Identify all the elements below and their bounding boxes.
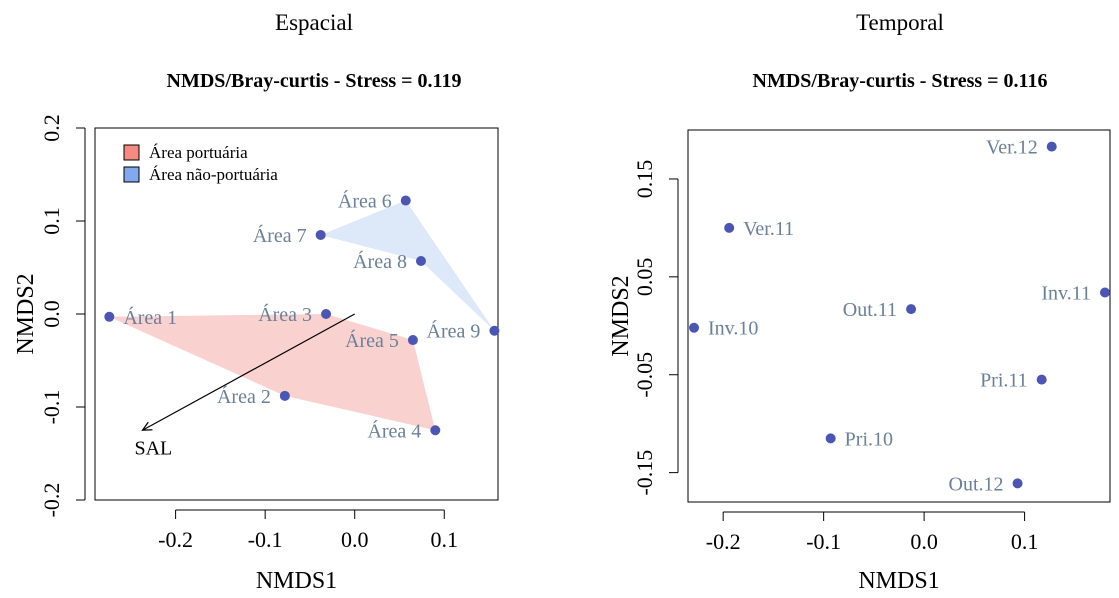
point-label: Pri.11 [980,370,1028,392]
point-label: Área 2 [217,385,271,408]
data-point [104,311,115,322]
hull-port [109,314,436,431]
plot-frame [687,129,1111,503]
data-point [1012,478,1023,489]
point-label: Inv.10 [708,318,758,340]
panel-title: Espacial [275,10,353,35]
data-point [430,425,441,436]
point-label: Out.11 [843,299,897,321]
y-tick-label: 0.0 [39,300,64,328]
data-point [825,433,836,444]
y-tick-label: -0.1 [39,390,64,425]
x-tick-label: -0.2 [158,527,193,552]
x-axis-label: NMDS1 [256,568,337,594]
hull-non-port [320,200,495,331]
x-tick-label: -0.1 [806,529,841,554]
data-point [724,222,735,233]
data-point [400,195,411,206]
point-label: Inv.11 [1041,283,1091,305]
legend-swatch [123,144,140,161]
legend: Área portuária Área não-portuária [123,143,278,184]
data-point [415,255,426,266]
y-tick-label: 0.2 [39,114,64,142]
legend-label: Área portuária [149,143,248,162]
vector-label: SAL [134,437,172,459]
plot-frame [94,127,499,501]
panel-title: Temporal [856,10,944,35]
legend-label: Área não-portuária [149,165,278,184]
y-axis-label: NMDS2 [13,273,39,354]
panel-1: Espacial NMDS/Bray-curtis - Stress = 0.11… [13,10,500,594]
point-label: Ver.12 [986,137,1038,159]
x-tick-label: -0.2 [706,529,741,554]
data-point [489,325,500,336]
data-point [407,335,418,346]
vector-arrowhead [141,421,153,431]
data-point [1036,374,1047,385]
y-tick-label: -0.05 [632,352,657,398]
data-point [315,229,326,240]
y-axis-label: NMDS2 [608,275,634,356]
y-tick-label: -0.2 [39,483,64,518]
data-point [279,390,290,401]
point-label: Área 7 [253,224,307,247]
point-label: Ver.11 [743,218,794,240]
x-tick-label: 0.1 [431,527,459,552]
point-label: Área 3 [258,303,312,326]
point-label: Área 4 [367,419,421,442]
x-axis-label: NMDS1 [858,568,939,594]
chart-title: NMDS/Bray-curtis - Stress = 0.116 [753,70,1048,92]
x-tick-label: 0.0 [341,527,369,552]
point-label: Área 8 [353,250,407,273]
chart-title: NMDS/Bray-curtis - Stress = 0.119 [167,70,462,92]
data-point [906,304,917,315]
point-label: Out.12 [949,473,1004,495]
point-label: Área 5 [345,329,399,352]
y-tick-label: 0.1 [39,207,64,235]
x-tick-label: -0.1 [248,527,283,552]
y-tick-label: 0.15 [632,160,657,199]
x-tick-label: 0.0 [910,529,938,554]
y-tick-label: -0.15 [632,450,657,496]
vector-arrow [142,313,355,431]
data-point [1099,287,1110,298]
data-point [1046,141,1057,152]
point-label: Área 1 [123,306,177,329]
data-point [321,309,332,319]
point-label: Pri.10 [845,428,893,450]
legend-swatch [123,166,140,183]
point-label: Área 9 [427,320,481,343]
point-label: Área 6 [338,190,392,213]
data-point [689,322,700,333]
x-tick-label: 0.1 [1011,529,1039,554]
y-tick-label: 0.05 [632,258,657,297]
panel-2: Temporal NMDS/Bray-curtis - Stress = 0.11… [608,10,1111,594]
